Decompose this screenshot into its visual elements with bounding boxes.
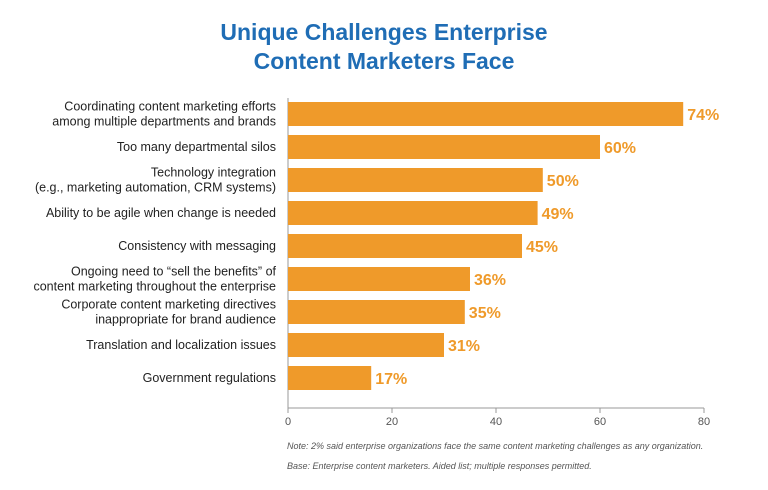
category-label-line: content marketing throughout the enterpr… [33,280,276,294]
data-label: 60% [604,140,636,157]
bar [288,366,372,390]
x-tick-label: 20 [386,416,398,428]
data-label: 31% [448,338,480,355]
data-label: 45% [526,239,558,256]
category-label: Translation and localization issues [86,338,276,352]
category-label-line: Technology integration [151,166,276,180]
x-tick-label: 0 [285,416,291,428]
category-label: Technology integration (e.g., marketing a… [35,166,276,195]
category-label-line: among multiple departments and brands [52,115,276,129]
category-label-line: Ongoing need to “sell the benefits” of [71,265,277,279]
x-tick-label: 80 [698,416,710,428]
bar [288,102,684,126]
bar [288,333,444,357]
category-label-line: Consistency with messaging [118,239,276,253]
x-tick-label: 60 [594,416,606,428]
data-label: 17% [375,371,407,388]
category-label: Coordinating content marketing efforts am… [52,100,276,129]
data-label: 35% [469,305,501,322]
category-label: Ongoing need to “sell the benefits” of co… [33,265,276,294]
chart-title: Unique Challenges Enterprise Content Mar… [0,18,768,76]
category-label-line: Corporate content marketing directives [61,298,276,312]
data-label: 36% [474,272,506,289]
bar [288,300,465,324]
chart-note: Note: 2% said enterprise organizations f… [287,441,704,451]
chart-title-line-2: Content Marketers Face [253,48,515,74]
bar [288,201,538,225]
data-label: 50% [547,173,579,190]
data-label: 74% [687,107,719,124]
bar [288,267,470,291]
category-label-line: Ability to be agile when change is neede… [46,206,276,220]
bar [288,168,543,192]
category-label-line: Translation and localization issues [86,338,276,352]
category-label: Too many departmental silos [117,140,276,154]
category-label: Consistency with messaging [118,239,276,253]
category-label-line: inappropriate for brand audience [95,313,276,327]
data-label: 49% [542,206,574,223]
category-label-line: (e.g., marketing automation, CRM systems… [35,181,276,195]
bar [288,135,600,159]
chart-title-line-1: Unique Challenges Enterprise [220,19,548,45]
category-label-line: Government regulations [143,371,276,385]
chart-base: Base: Enterprise content marketers. Aide… [287,461,592,471]
bar [288,234,522,258]
category-label: Government regulations [143,371,276,385]
x-tick-label: 40 [490,416,502,428]
category-label-line: Too many departmental silos [117,140,276,154]
category-label: Ability to be agile when change is neede… [46,206,276,220]
category-label-line: Coordinating content marketing efforts [64,100,276,114]
category-label: Corporate content marketing directives in… [61,298,276,327]
